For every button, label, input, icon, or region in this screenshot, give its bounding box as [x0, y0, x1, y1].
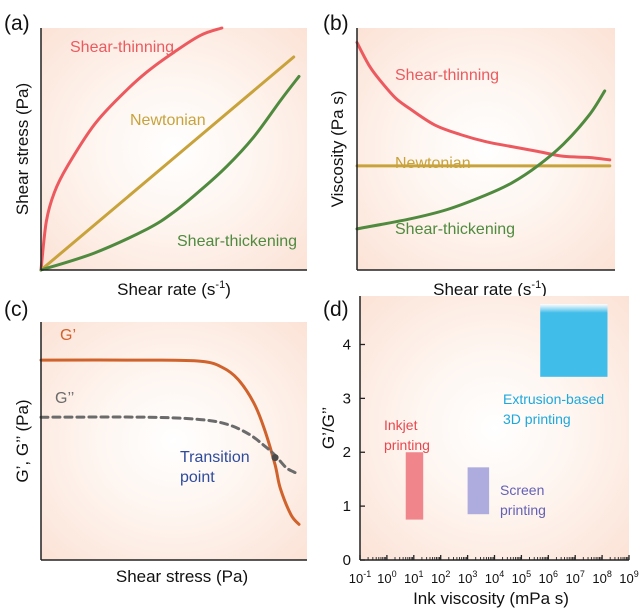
panel-a: (a) Shear-thinning Newtonian Shear-thick…	[4, 12, 307, 299]
panel-b-label-newtonian: Newtonian	[395, 155, 471, 172]
panel-c-x-axis-label: Shear stress (Pa)	[116, 567, 248, 586]
shear-thickening-curve	[355, 89, 607, 231]
panel-b-tag: (b)	[323, 12, 349, 35]
panel-b-y-axis-label: Viscosity (Pa s)	[328, 91, 347, 208]
shear-thickening-curve	[39, 74, 301, 272]
panel-b: (b) Shear-thinning Newtonian Shear-thick…	[323, 12, 615, 299]
newtonian-curve	[39, 55, 296, 272]
panel-b-label-shear-thinning: Shear-thinning	[395, 67, 499, 84]
panel-c-tag: (c)	[4, 298, 29, 321]
x-tick-label: 100	[377, 569, 396, 586]
panel-a-y-axis-label: Shear stress (Pa)	[13, 83, 32, 215]
panel-b-curves	[355, 41, 612, 231]
y-tick-label: 1	[343, 498, 351, 515]
panel-a-curves	[39, 26, 301, 272]
y-tick-label: 2	[343, 444, 351, 461]
panel-d-ticks: 0 1 2 3 4 10-1 100 101 102 103 104 105 106 107 108 109	[343, 336, 639, 586]
panel-a-label-newtonian: Newtonian	[130, 112, 206, 129]
panel-a-x-axis-label: Shear rate (s-1)	[117, 279, 231, 299]
screen-printing-label: Screen printing	[500, 482, 546, 518]
panel-b-x-axis-label: Shear rate (s-1)	[433, 279, 547, 299]
panel-a-background	[41, 28, 307, 270]
shear-thinning-curve	[39, 26, 224, 272]
extrusion-range-box	[540, 304, 608, 377]
panel-b-label-shear-thickening: Shear-thickening	[395, 221, 515, 238]
y-tick-label: 4	[343, 336, 351, 353]
x-tick-label: 106	[539, 569, 558, 586]
panel-d-y-axis-label: G’/G’’	[319, 407, 338, 449]
panel-c-label-g-double-prime: G’’	[55, 390, 74, 407]
panel-b-background	[357, 28, 615, 270]
panel-d-ranges	[405, 304, 608, 520]
extrusion-printing-label: Extrusion-based 3D printing	[503, 391, 604, 427]
transition-point-label: Transition point	[180, 449, 254, 486]
shear-thinning-curve	[355, 41, 612, 162]
transition-point-marker	[271, 454, 279, 462]
panel-a-label-shear-thickening: Shear-thickening	[177, 233, 297, 250]
panel-d-tag: (d)	[323, 298, 349, 321]
g-prime-curve	[39, 358, 301, 526]
panel-d: (d) 0 1 2 3 4 10-1 100 101 102 103 104 105 106 107 108…	[319, 296, 639, 608]
x-tick-label: 104	[485, 569, 504, 586]
panel-c-label-g-prime: G’	[60, 327, 76, 344]
x-tick-label: 105	[512, 569, 531, 586]
x-tick-label: 109	[619, 569, 638, 586]
panel-c-y-axis-label: G’, G’’ (Pa)	[13, 399, 32, 482]
panel-d-x-axis-label: Ink viscosity (mPa s)	[413, 589, 569, 608]
inkjet-range-box	[405, 452, 424, 520]
x-tick-label: 107	[565, 569, 584, 586]
y-tick-label: 0	[343, 552, 351, 569]
x-tick-label: 101	[404, 569, 423, 586]
panel-c: (c) G’ G’’ Transition point G’, G’’ (Pa)…	[4, 298, 307, 586]
x-tick-label: 108	[592, 569, 611, 586]
x-tick-label: 103	[458, 569, 477, 586]
x-tick-label: 102	[431, 569, 450, 586]
panel-a-label-shear-thinning: Shear-thinning	[70, 39, 174, 56]
panel-c-curves	[39, 358, 301, 526]
panel-a-tag: (a)	[4, 12, 30, 35]
inkjet-printing-label: Inkjet printing	[384, 417, 430, 453]
y-tick-label: 3	[343, 390, 351, 407]
g-double-prime-curve	[39, 415, 301, 476]
x-tick-label: 10-1	[349, 569, 371, 586]
screen-range-box	[467, 467, 490, 515]
